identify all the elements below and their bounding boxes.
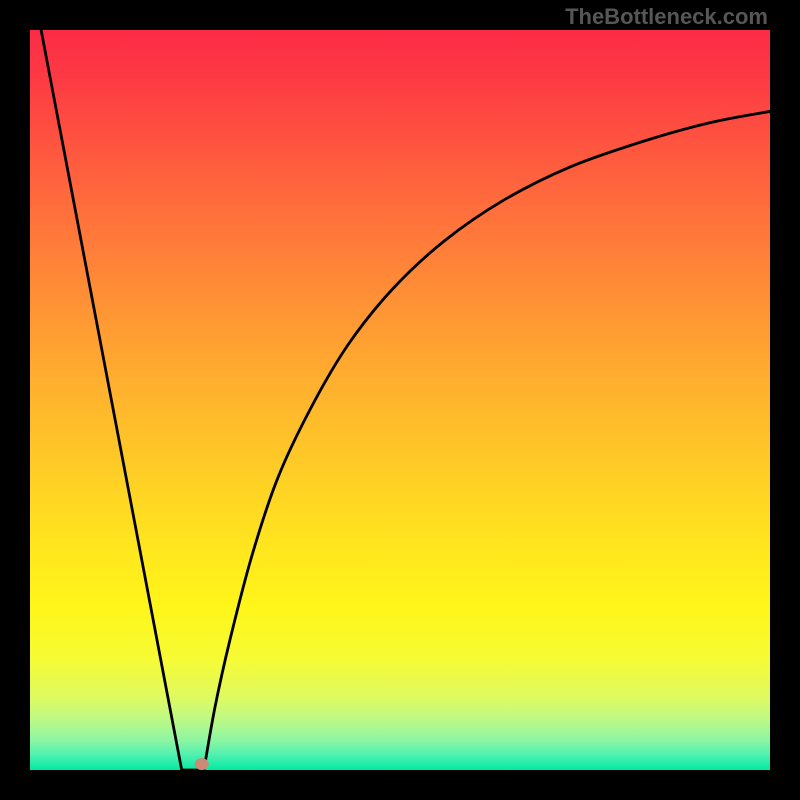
- chart-svg: [30, 30, 770, 770]
- plot-area: [30, 30, 770, 770]
- optimal-point-marker: [195, 758, 209, 770]
- performance-curve: [41, 30, 770, 770]
- watermark-text: TheBottleneck.com: [565, 4, 768, 30]
